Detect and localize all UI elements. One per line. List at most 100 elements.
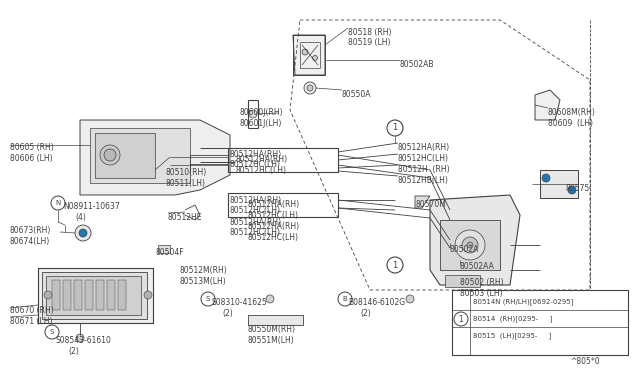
Text: 80502A: 80502A [450,245,479,254]
Circle shape [45,325,59,339]
Polygon shape [430,195,520,285]
Circle shape [76,334,84,342]
Text: 80512HA(RH): 80512HA(RH) [235,155,287,164]
Bar [228,193,338,217]
Circle shape [467,242,473,248]
Text: 80513M(LH): 80513M(LH) [180,277,227,286]
Text: ^805*0: ^805*0 [570,357,600,366]
Bar [52,280,60,310]
Text: 1: 1 [392,124,397,132]
Text: 80515  (LH)[0295-     ]: 80515 (LH)[0295- ] [473,333,552,339]
Polygon shape [80,120,230,195]
Circle shape [455,230,485,260]
Text: 80674(LH): 80674(LH) [10,237,51,246]
Text: 80510(RH): 80510(RH) [165,168,206,177]
Circle shape [144,291,152,299]
Polygon shape [293,35,325,75]
Text: 80606 (LH): 80606 (LH) [10,154,52,163]
Text: 80600J(RH): 80600J(RH) [240,108,284,117]
Text: 80514  (RH)[0295-     ]: 80514 (RH)[0295- ] [473,315,552,323]
Circle shape [454,312,468,326]
Text: 80512M(RH): 80512M(RH) [180,266,228,275]
Text: S08310-41625: S08310-41625 [212,298,268,307]
Text: 80504F: 80504F [155,248,184,257]
Text: S: S [206,296,210,302]
Text: 80673(RH): 80673(RH) [10,226,51,235]
Bar [95,133,155,178]
Text: N08911-10637: N08911-10637 [63,202,120,211]
Bar [90,128,190,183]
Bar [107,280,115,310]
Text: 80550M(RH): 80550M(RH) [248,325,296,334]
Text: (2): (2) [222,309,233,318]
Circle shape [462,237,478,253]
Text: N: N [56,200,61,206]
Circle shape [406,295,414,303]
Circle shape [100,145,120,165]
Text: 80608M(RH): 80608M(RH) [548,108,596,117]
Text: 80512HC(LH): 80512HC(LH) [230,228,281,237]
Bar [74,280,82,310]
Text: 80512HA(RH): 80512HA(RH) [230,151,282,160]
Text: S08543-61610: S08543-61610 [55,336,111,345]
Bar [440,220,500,270]
Text: 80512H  (RH): 80512H (RH) [398,165,450,174]
Bar [452,290,628,355]
Text: 80512HA(RH): 80512HA(RH) [398,143,450,152]
Text: 80512HC(LH): 80512HC(LH) [398,154,449,163]
Text: 80514N (RH/LH)[0692-0295]: 80514N (RH/LH)[0692-0295] [473,299,573,305]
Text: B08146-6102G: B08146-6102G [348,298,405,307]
Text: 80512HE: 80512HE [168,213,202,222]
Circle shape [51,196,65,210]
Bar [96,280,104,310]
Circle shape [201,292,215,306]
Text: 80512HA(RH): 80512HA(RH) [247,200,299,209]
Text: S: S [50,329,54,335]
Text: 80570M: 80570M [415,200,446,209]
Text: 80605 (RH): 80605 (RH) [10,143,54,152]
Text: 80503 (LH): 80503 (LH) [460,289,502,298]
Bar [63,280,71,310]
Text: 80512HA(RH): 80512HA(RH) [230,218,282,227]
Text: 80512HA(RH): 80512HA(RH) [230,196,282,205]
Circle shape [249,110,257,118]
Circle shape [79,229,87,237]
Circle shape [44,291,52,299]
Text: 80550A: 80550A [342,90,371,99]
Bar [248,315,303,325]
Circle shape [304,82,316,94]
Text: 80575: 80575 [566,184,590,193]
Circle shape [75,225,91,241]
Bar [445,275,480,287]
Text: 80512HC(LH): 80512HC(LH) [247,211,298,220]
Circle shape [338,292,352,306]
Text: 80512HC(LH): 80512HC(LH) [235,166,286,175]
Text: 80512HC(LH): 80512HC(LH) [230,160,281,169]
Circle shape [387,120,403,136]
Circle shape [302,49,308,55]
Text: 80512HC(LH): 80512HC(LH) [247,233,298,242]
Text: B: B [342,296,348,302]
Text: (2): (2) [68,347,79,356]
Bar [42,272,147,319]
Circle shape [568,186,576,194]
Text: 80551M(LH): 80551M(LH) [248,336,295,345]
Circle shape [104,149,116,161]
Text: 80511(LH): 80511(LH) [165,179,205,188]
Text: 80512HC(LH): 80512HC(LH) [230,206,281,215]
Polygon shape [535,90,560,120]
Text: 80601J(LH): 80601J(LH) [240,119,282,128]
Text: 80502AB: 80502AB [400,60,435,69]
Text: 80512HA(RH): 80512HA(RH) [247,222,299,231]
Bar [85,280,93,310]
Circle shape [307,85,313,91]
Circle shape [542,174,550,182]
Text: 1: 1 [459,314,463,324]
Bar [540,170,578,198]
Text: 80671 (LH): 80671 (LH) [10,317,52,326]
Text: (2): (2) [360,309,371,318]
Text: 80609  (LH): 80609 (LH) [548,119,593,128]
Circle shape [312,55,317,61]
Text: 80518 (RH): 80518 (RH) [348,28,392,37]
Bar [46,276,141,315]
